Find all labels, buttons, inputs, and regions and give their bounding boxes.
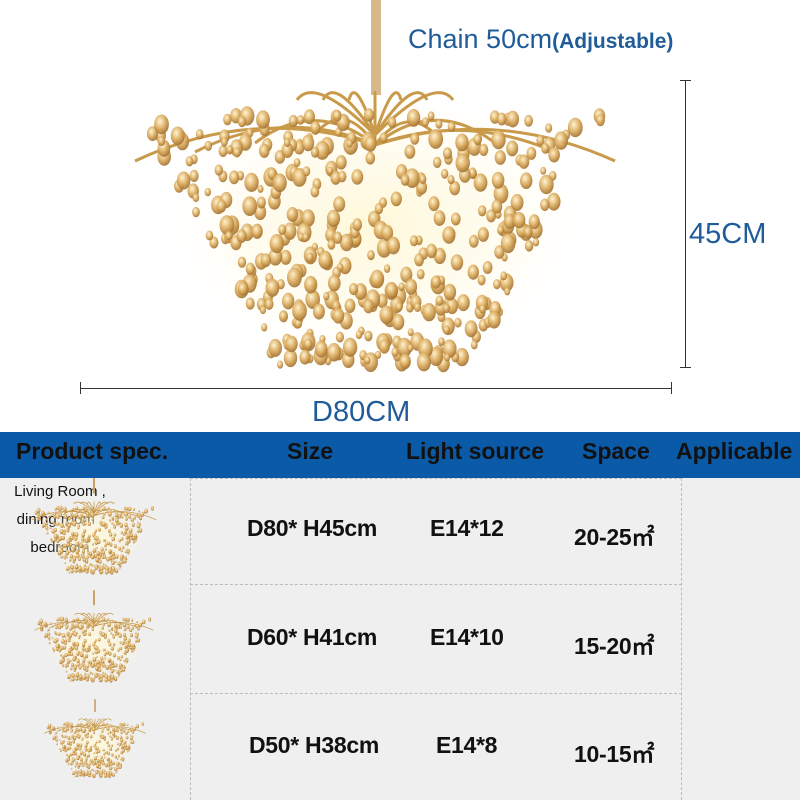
header-light-source: Light source	[406, 438, 545, 464]
header-space: Space	[582, 438, 650, 464]
header-applicable: Applicable	[676, 438, 793, 464]
divider	[190, 478, 191, 800]
dimension-tick	[80, 382, 81, 394]
thumbnail-d60	[34, 590, 154, 683]
row-2-light: E14*10	[430, 624, 504, 650]
chain	[371, 0, 381, 95]
header-size: Size	[287, 438, 334, 464]
thumbnail-d80	[31, 478, 157, 576]
row-3-space: 10-15㎡	[574, 741, 655, 767]
divider	[190, 693, 682, 694]
height-dimension-line	[685, 80, 686, 368]
row-2-space: 15-20㎡	[574, 633, 655, 659]
row-1-space: 20-25㎡	[574, 524, 655, 550]
dimension-tick	[680, 367, 691, 368]
chandelier-image	[133, 0, 617, 374]
divider	[681, 478, 682, 800]
thumbnail-d50	[43, 699, 147, 779]
width-label: D80CM	[312, 396, 411, 428]
row-3-size: D50* H38cm	[249, 732, 379, 758]
dimension-tick	[671, 382, 672, 394]
spec-table: D80* H45cm E14*12 20-25㎡ D60* H41cm E14*…	[0, 478, 800, 800]
dimension-tick	[680, 80, 691, 81]
height-label: 45CM	[689, 218, 767, 250]
header-product-spec: Product spec.	[16, 438, 169, 464]
row-1-light: E14*12	[430, 515, 504, 541]
room-living: Living Room ,	[14, 483, 106, 500]
row-1-size: D80* H45cm	[247, 515, 377, 541]
divider	[190, 584, 682, 585]
chain-length-label: Chain 50cm(Adjustable)	[408, 24, 674, 54]
row-2-size: D60* H41cm	[247, 624, 377, 650]
divider	[190, 478, 682, 479]
row-3-light: E14*8	[436, 732, 498, 758]
spec-table-header: Product spec. Size Light source Space Ap…	[0, 432, 800, 478]
width-dimension-line	[80, 388, 672, 389]
